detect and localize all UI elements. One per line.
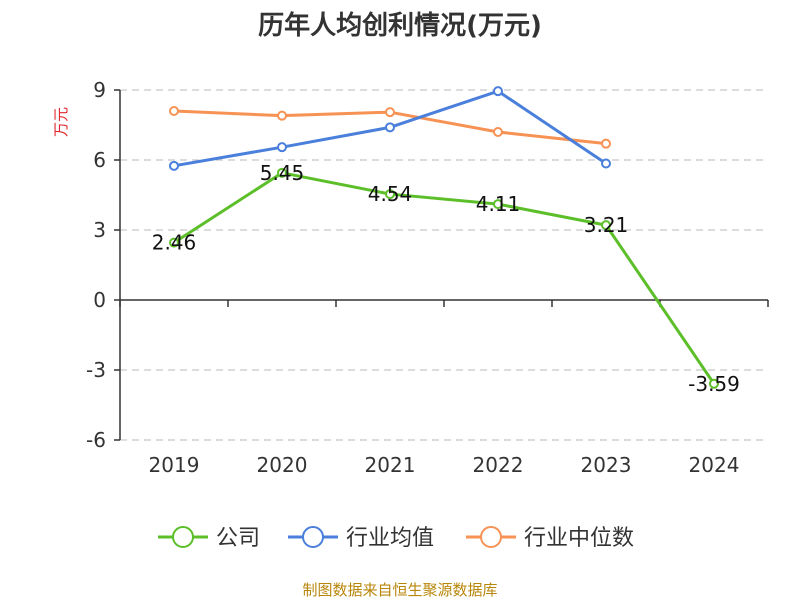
data-point	[169, 106, 179, 116]
series-line	[173, 171, 716, 385]
data-label: 5.45	[260, 161, 305, 185]
y-tick-label: 9	[93, 78, 106, 102]
x-tick-label: 2024	[689, 453, 740, 477]
data-point	[385, 107, 395, 118]
data-point	[385, 189, 395, 200]
x-tick-label: 2020	[257, 453, 308, 477]
legend-marker	[480, 526, 502, 548]
x-tick-label: 2022	[473, 453, 524, 477]
data-label: 4.54	[368, 182, 413, 206]
x-tick-label: 2023	[581, 453, 632, 477]
grid	[120, 89, 768, 441]
data-point	[601, 138, 611, 149]
legend-label: 行业均值	[346, 526, 434, 551]
source-note: 制图数据来自恒生聚源数据库	[302, 581, 497, 599]
data-point	[601, 158, 611, 169]
data-point	[493, 86, 503, 97]
data-point	[601, 220, 611, 231]
data-labels: 2.46 5.45 4.54 4.11 3.21 -3.59	[152, 161, 740, 396]
data-label: 3.21	[584, 213, 629, 237]
series-points	[169, 86, 719, 389]
data-point	[493, 127, 503, 137]
y-tick-label: 6	[93, 148, 106, 172]
legend-marker	[302, 526, 324, 548]
data-point	[277, 142, 287, 153]
y-axis-unit: 万元	[52, 107, 70, 137]
legend: 公司 行业均值 行业中位数	[158, 526, 634, 551]
data-point	[277, 110, 287, 121]
data-label: 4.11	[476, 192, 521, 216]
axes	[114, 89, 769, 441]
series-lines	[173, 89, 716, 385]
x-tick-label: 2021	[365, 453, 416, 477]
y-tick-label: 3	[93, 218, 106, 242]
data-label: -3.59	[688, 372, 740, 396]
legend-marker	[172, 526, 194, 548]
y-tick-label: -6	[86, 428, 106, 452]
data-point	[169, 237, 179, 248]
legend-label: 行业中位数	[524, 526, 634, 551]
data-point	[169, 160, 179, 171]
y-tick-label: -3	[86, 358, 106, 382]
data-point	[385, 122, 395, 133]
y-tick-label: 0	[93, 288, 106, 312]
data-label: 2.46	[152, 231, 197, 255]
x-tick-label: 2019	[149, 453, 200, 477]
legend-label: 公司	[216, 526, 260, 551]
tick-labels: -6 -3 0 3 6 9 2019 2020 2021 2022 2023 2024	[86, 78, 739, 477]
data-point	[709, 378, 719, 389]
data-point	[493, 199, 503, 210]
data-point	[277, 167, 287, 178]
chart-title: 历年人均创利情况(万元)	[258, 10, 542, 41]
